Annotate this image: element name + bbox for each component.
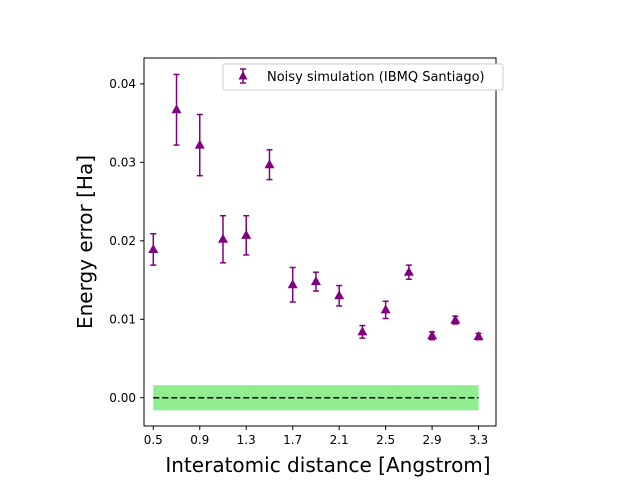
x-tick-label: 0.9: [190, 433, 209, 447]
triangle-marker: [334, 290, 345, 300]
data-point: [194, 113, 205, 177]
legend-marker: [238, 71, 248, 80]
x-tick-label: 2.5: [376, 433, 395, 447]
triangle-marker: [427, 330, 438, 340]
triangle-marker: [450, 314, 461, 324]
triangle-marker: [217, 233, 228, 243]
series-layer: [148, 73, 484, 341]
x-tick-label: 1.7: [283, 433, 302, 447]
triangle-marker: [194, 139, 205, 149]
x-axis-label: Interatomic distance [Angstrom]: [165, 453, 490, 477]
x-axis: 0.5 0.9 1.3 1.7 2.1 2.5 2.9 3.3: [144, 426, 488, 447]
plot-background: [144, 58, 496, 426]
y-tick-label: 0.01: [109, 312, 136, 326]
data-point: [217, 214, 228, 264]
triangle-marker: [473, 331, 484, 341]
x-tick-label: 2.9: [423, 433, 442, 447]
legend-label: Noisy simulation (IBMQ Santiago): [267, 70, 485, 85]
x-tick-label: 1.3: [237, 433, 256, 447]
plot-frame: [143, 57, 497, 427]
triangle-marker: [287, 279, 298, 289]
y-tick-label: 0.00: [109, 391, 136, 405]
triangle-marker: [357, 326, 368, 336]
y-axis-label: Energy error [Ha]: [73, 155, 97, 329]
x-tick-label: 2.1: [330, 433, 349, 447]
triangle-marker: [264, 159, 275, 169]
x-tick-label: 0.5: [144, 433, 163, 447]
data-point: [241, 214, 252, 256]
triangle-marker: [171, 104, 182, 114]
legend: Noisy simulation (IBMQ Santiago): [222, 63, 504, 91]
triangle-marker: [148, 243, 159, 253]
triangle-marker: [241, 229, 252, 239]
data-point: [380, 300, 391, 320]
triangle-marker: [380, 304, 391, 314]
data-point: [403, 264, 414, 281]
data-point: [357, 324, 368, 339]
reference-band-layer: [153, 385, 479, 411]
data-point: [473, 331, 484, 341]
data-point: [427, 330, 438, 341]
data-point: [310, 271, 321, 292]
data-point: [148, 233, 159, 266]
y-tick-label: 0.04: [109, 77, 136, 91]
data-point: [264, 149, 275, 181]
data-point: [334, 284, 345, 307]
triangle-marker: [403, 266, 414, 276]
x-tick-label: 3.3: [469, 433, 488, 447]
data-point: [450, 314, 461, 325]
y-tick-label: 0.03: [109, 155, 136, 169]
triangle-marker: [310, 276, 321, 286]
y-axis: 0.00 0.01 0.02 0.03 0.04: [109, 77, 144, 405]
data-point: [287, 266, 298, 303]
data-point: [171, 73, 182, 146]
legend-frame: [222, 63, 504, 91]
y-tick-label: 0.02: [109, 234, 136, 248]
